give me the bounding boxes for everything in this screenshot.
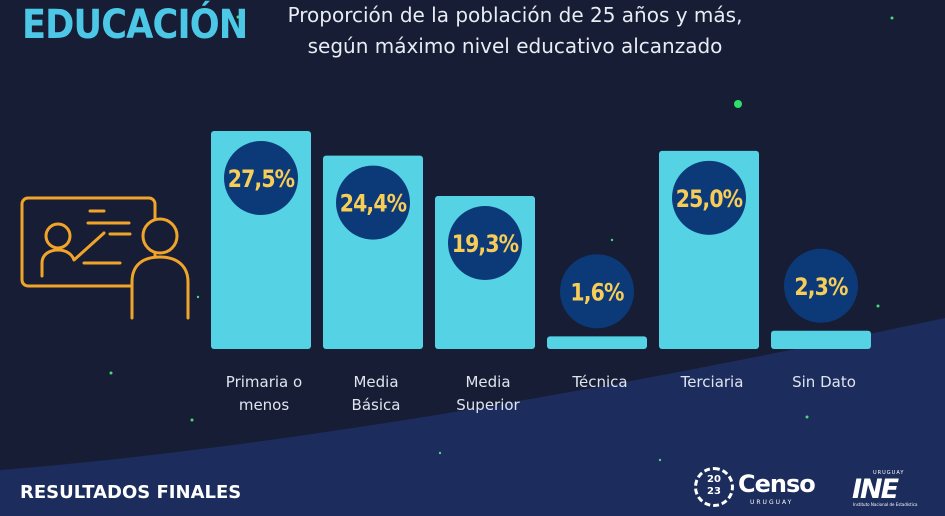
- bars-group: 27,5% 24,4% 19,3% 1,6% 25,0% 2,3%: [211, 131, 871, 349]
- value-badge: [672, 160, 746, 235]
- censo-gear-icon: [694, 467, 734, 507]
- censo-year-top: 20: [707, 474, 721, 485]
- category-label: menos: [239, 396, 290, 414]
- censo-logo-name: Censo: [738, 470, 816, 498]
- category-label: Sin Dato: [792, 373, 856, 391]
- data-label: 25,0%: [676, 185, 743, 213]
- bar: [771, 330, 871, 349]
- background-wave: [0, 318, 945, 516]
- value-badge: [336, 165, 410, 240]
- teacher-presentation-icon: [20, 196, 190, 320]
- bar: [547, 336, 647, 349]
- data-label: 24,4%: [340, 190, 407, 218]
- category-label: Terciaria: [680, 373, 744, 391]
- data-label: 27,5%: [228, 165, 295, 193]
- value-badge: [448, 206, 522, 281]
- category-label: Básica: [352, 396, 401, 414]
- accent-star: [734, 100, 742, 108]
- data-label: 2,3%: [794, 273, 848, 301]
- page-heading: EDUCACIÓN: [22, 2, 248, 48]
- ine-logo-name: INE: [852, 474, 899, 505]
- category-label: Técnica: [571, 373, 627, 391]
- category-labels-group: Primaria o menos Media Básica Media Superior T…: [226, 373, 856, 414]
- data-label: 1,6%: [570, 279, 624, 307]
- category-label: Superior: [456, 396, 520, 414]
- data-label: 19,3%: [452, 230, 519, 258]
- ine-logo-subtitle: Instituto Nacional de Estadística: [853, 502, 918, 507]
- ine-logo: URUGUAY INE Instituto Nacional de Estadí…: [849, 470, 921, 510]
- value-badge: [560, 254, 634, 329]
- censo-logo: 20 23 Censo URUGUAY: [694, 466, 819, 510]
- category-label: Media: [353, 373, 398, 391]
- footer-results-label: RESULTADOS FINALES: [20, 482, 242, 503]
- ine-logo-country: URUGUAY: [873, 470, 905, 476]
- category-label: Primaria o: [226, 373, 302, 391]
- censo-year-bottom: 23: [707, 486, 721, 497]
- category-label: Media: [465, 373, 510, 391]
- chart-title: Proporción de la población de 25 años y …: [287, 3, 743, 58]
- censo-logo-country: URUGUAY: [750, 499, 794, 506]
- value-badge: [224, 141, 298, 215]
- background-stars: [109, 15, 894, 462]
- value-badge: [784, 248, 858, 323]
